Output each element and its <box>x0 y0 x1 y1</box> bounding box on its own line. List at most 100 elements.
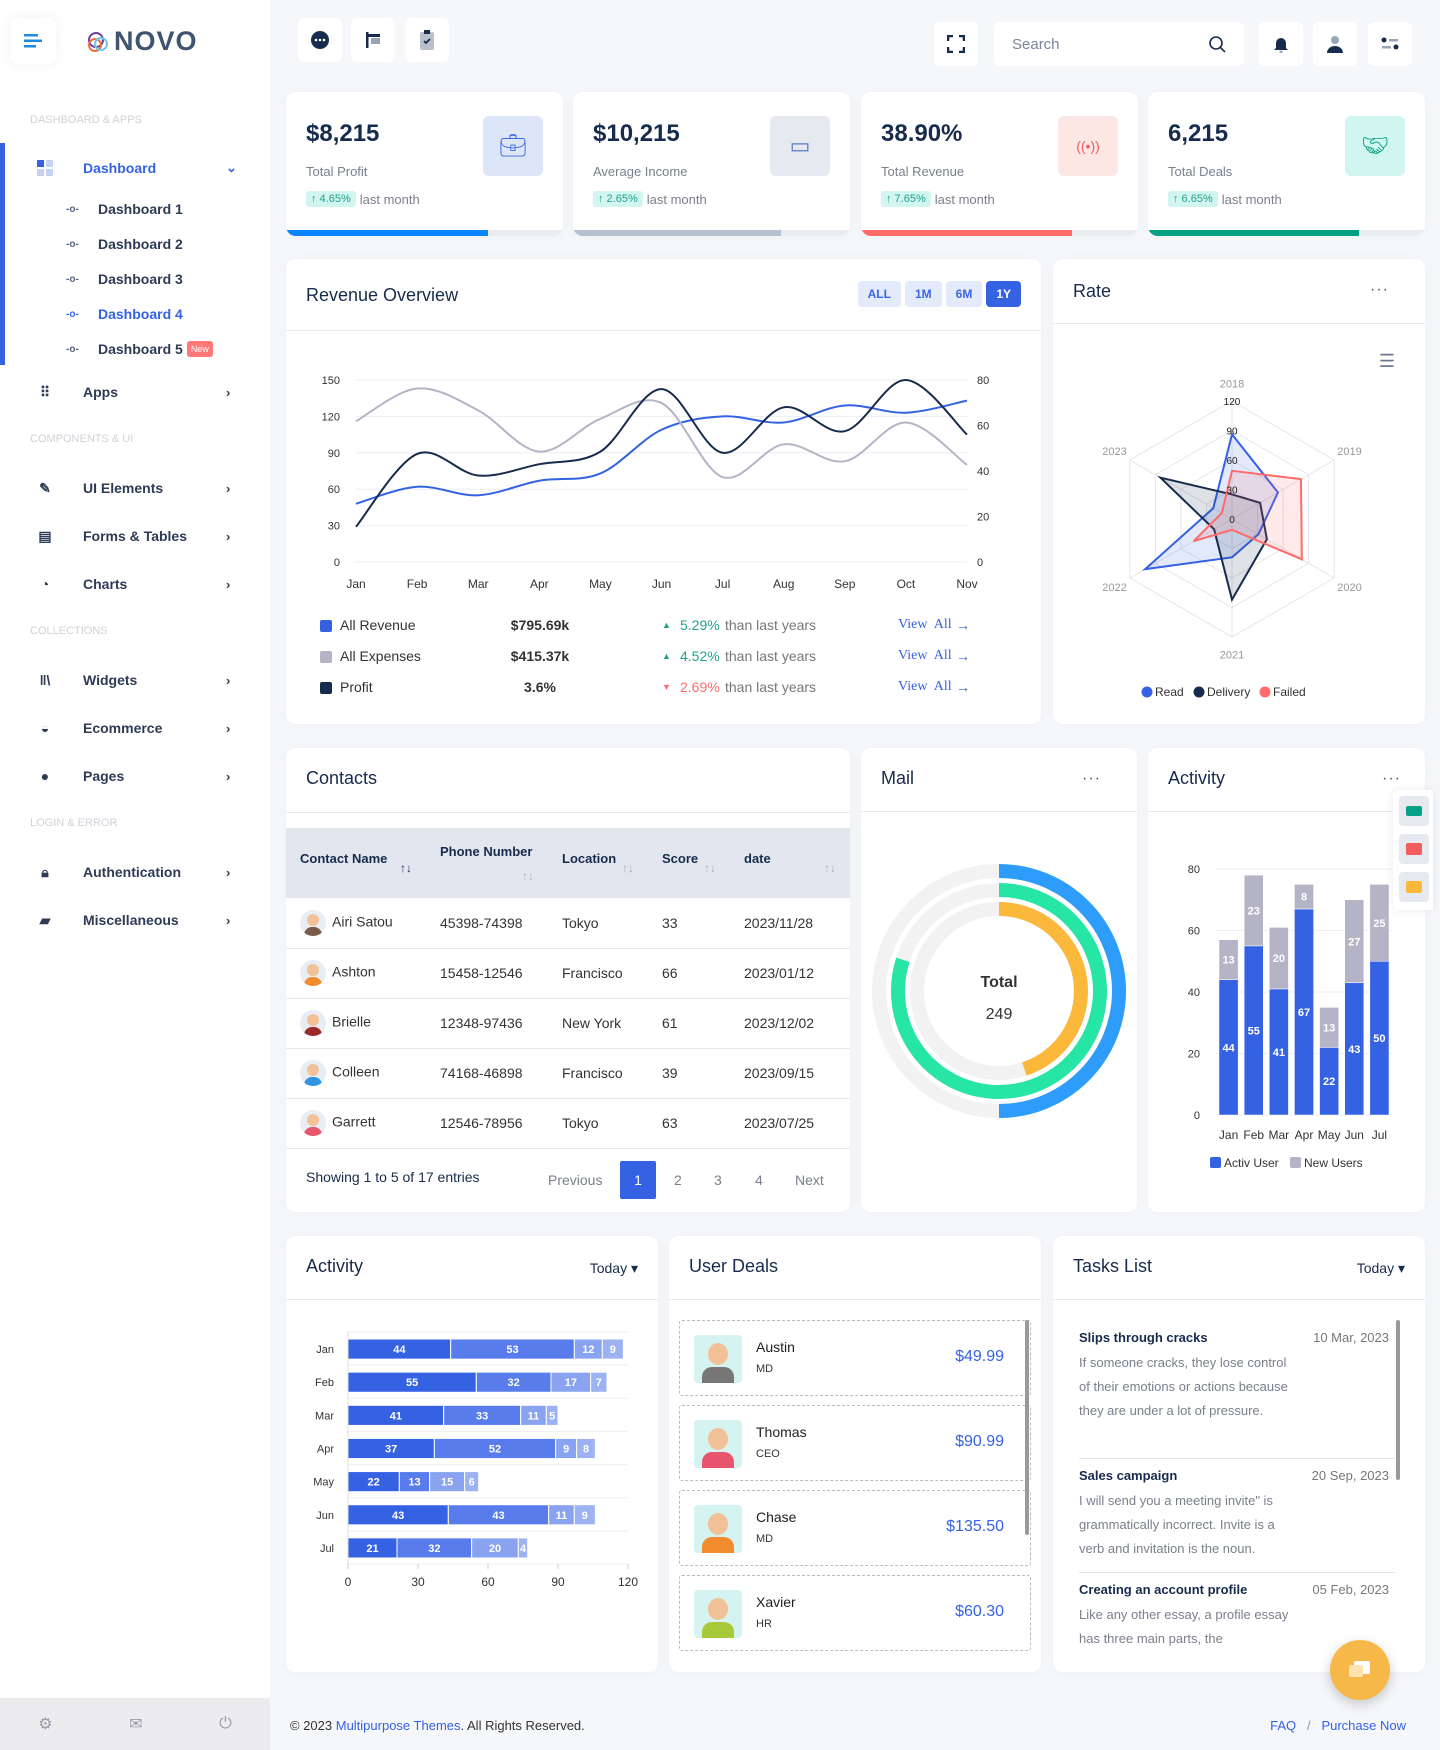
sidebar-item-ecommerce[interactable]: ◒ Ecommerce › <box>0 708 270 748</box>
table-row[interactable]: Brielle 12348-97436 New York 61 2023/12/… <box>286 998 850 1049</box>
chat-button[interactable] <box>298 18 342 62</box>
more-options-icon[interactable]: ··· <box>1082 770 1101 787</box>
y2-tick-label: 20 <box>977 512 989 524</box>
profile-button[interactable] <box>1313 22 1357 66</box>
legend-label[interactable]: New Users <box>1304 1156 1363 1170</box>
column-header[interactable]: Contact Name ↑↓ <box>286 828 426 898</box>
sort-icon[interactable]: ↑↓ <box>522 868 534 883</box>
sidebar-subitem-dashboard-5[interactable]: -o- Dashboard 5 New <box>66 334 213 364</box>
purchase-link[interactable]: Purchase Now <box>1321 1718 1406 1733</box>
legend-label[interactable]: Activ User <box>1224 1156 1279 1170</box>
sidebar-subitem-dashboard-1[interactable]: -o- Dashboard 1 <box>66 194 183 224</box>
sort-icon[interactable]: ↑↓ <box>824 861 836 875</box>
sidebar-item-dashboard[interactable]: Dashboard ⌄ <box>0 148 270 188</box>
more-options-icon[interactable]: ··· <box>1382 770 1401 787</box>
column-header[interactable]: Score ↑↓ <box>648 828 730 898</box>
messages-button[interactable] <box>1399 872 1429 902</box>
pagination-page-4[interactable]: 4 <box>755 1172 763 1188</box>
sidebar-item-miscellaneous[interactable]: ▰ Miscellaneous › <box>0 900 270 940</box>
column-header[interactable]: Phone Number ↑↓ <box>426 828 548 898</box>
notifications-button[interactable] <box>1259 22 1303 66</box>
bar-data-label: 22 <box>1323 1076 1335 1088</box>
period-all[interactable]: ALL <box>857 281 901 307</box>
pagination-page-3[interactable]: 3 <box>714 1172 722 1188</box>
deal-item[interactable]: Thomas CEO $90.99 <box>679 1405 1031 1481</box>
table-row[interactable]: Colleen 74168-46898 Francisco 39 2023/09… <box>286 1048 850 1099</box>
table-row[interactable]: Airi Satou 45398-74398 Tokyo 33 2023/11/… <box>286 898 850 949</box>
faq-link[interactable]: FAQ <box>1270 1718 1297 1733</box>
chart-menu-icon[interactable]: ☰ <box>1378 351 1395 371</box>
card-title: Activity <box>1168 768 1226 788</box>
bar-data-label: 43 <box>392 1510 404 1522</box>
deal-item[interactable]: Chase MD $135.50 <box>679 1490 1031 1566</box>
stat-value: 6,215 <box>1168 120 1229 147</box>
sidebar-item-forms-tables[interactable]: ▤ Forms & Tables › <box>0 516 270 556</box>
arrow-right-icon: → <box>956 617 970 633</box>
fullscreen-button[interactable] <box>934 22 978 66</box>
search-icon[interactable] <box>1208 35 1226 53</box>
sort-icon[interactable]: ↑↓ <box>704 861 716 875</box>
task-item[interactable]: Sales campaign 20 Sep, 2023 I will send … <box>1079 1468 1389 1561</box>
column-header[interactable]: Location ↑↓ <box>548 828 648 898</box>
caret-down-icon: ▾ <box>1397 1260 1405 1276</box>
scrollbar[interactable] <box>1396 1320 1400 1480</box>
sort-icon[interactable]: ↑↓ <box>400 861 412 875</box>
sidebar-item-charts[interactable]: ◔ Charts › <box>0 564 270 604</box>
x-tick-label: 30 <box>411 1575 425 1589</box>
legend-label[interactable]: Read <box>1155 685 1184 699</box>
settings-icon[interactable]: ⚙ <box>38 1716 53 1733</box>
flag-button[interactable] <box>351 18 395 62</box>
sidebar-item-apps[interactable]: ⠿ Apps › <box>0 372 270 412</box>
view-all-link[interactable]: View All <box>898 679 952 694</box>
stat-card: $10,215 Average Income ↑ 2.65% last month… <box>573 92 850 236</box>
activity-filter-dropdown[interactable]: Today ▾ <box>590 1260 638 1277</box>
camera-button[interactable] <box>1399 796 1429 826</box>
settings-toggle-button[interactable] <box>1368 22 1412 66</box>
sidebar-item-authentication[interactable]: 🔒︎ Authentication › <box>0 852 270 892</box>
task-item[interactable]: Creating an account profile 05 Feb, 2023… <box>1079 1582 1389 1651</box>
x-tick-label: May <box>589 577 612 591</box>
sidebar-item-widgets[interactable]: ‖\ Widgets › <box>0 660 270 700</box>
mail-icon[interactable]: ✉ <box>129 1716 143 1733</box>
scrollbar[interactable] <box>1025 1320 1029 1535</box>
deal-item[interactable]: Austin MD $49.99 <box>679 1320 1031 1396</box>
radar-axis <box>1129 459 1233 520</box>
brand-logo[interactable]: NOVO <box>86 26 198 57</box>
pagination-page-2[interactable]: 2 <box>674 1172 682 1188</box>
chat-bubble-icon <box>311 31 329 49</box>
legend-label[interactable]: Failed <box>1273 685 1306 699</box>
pagination-previous[interactable]: Previous <box>548 1172 603 1188</box>
sidebar-item-ui-elements[interactable]: ✎ UI Elements › <box>0 468 270 508</box>
tasks-button[interactable] <box>405 18 449 62</box>
view-all-link[interactable]: View All <box>898 617 952 632</box>
sidebar-item-pages[interactable]: ● Pages › <box>0 756 270 796</box>
sidebar-subitem-dashboard-2[interactable]: -o- Dashboard 2 <box>66 229 183 259</box>
more-options-icon[interactable]: ··· <box>1370 281 1389 298</box>
search-input[interactable]: Search <box>994 22 1244 66</box>
view-all-link[interactable]: View All <box>898 648 952 663</box>
tasks-filter-dropdown[interactable]: Today ▾ <box>1357 1260 1405 1277</box>
pagination-page-1[interactable]: 1 <box>620 1161 656 1199</box>
sidebar-subitem-dashboard-4[interactable]: -o- Dashboard 4 <box>66 299 183 329</box>
image-button[interactable] <box>1399 834 1429 864</box>
power-icon[interactable]: ⏻ <box>219 1715 232 1732</box>
sidebar-subitem-dashboard-3[interactable]: -o- Dashboard 3 <box>66 264 183 294</box>
period-6m[interactable]: 6M <box>945 281 983 307</box>
company-link[interactable]: Multipurpose Themes <box>335 1718 461 1733</box>
menu-toggle-button[interactable] <box>10 18 56 64</box>
task-item[interactable]: Slips through cracks 10 Mar, 2023 If som… <box>1079 1330 1389 1423</box>
change-suffix: last month <box>646 191 707 207</box>
bar-data-label: 9 <box>610 1344 616 1356</box>
table-row[interactable]: Garrett 12546-78956 Tokyo 63 2023/07/25 <box>286 1098 850 1149</box>
column-header[interactable]: date ↑↓ <box>730 828 850 898</box>
sort-icon[interactable]: ↑↓ <box>622 861 634 875</box>
date-cell: 2023/07/25 <box>730 1098 850 1149</box>
deal-item[interactable]: Xavier HR $60.30 <box>679 1575 1031 1651</box>
period-1y[interactable]: 1Y <box>986 281 1021 307</box>
pagination-next[interactable]: Next <box>795 1172 824 1188</box>
chat-fab-button[interactable] <box>1330 1640 1390 1700</box>
period-1m[interactable]: 1M <box>904 281 942 307</box>
legend-label[interactable]: Delivery <box>1207 685 1250 699</box>
sidebar-item-label: UI Elements <box>83 480 164 496</box>
table-row[interactable]: Ashton 15458-12546 Francisco 66 2023/01/… <box>286 948 850 999</box>
